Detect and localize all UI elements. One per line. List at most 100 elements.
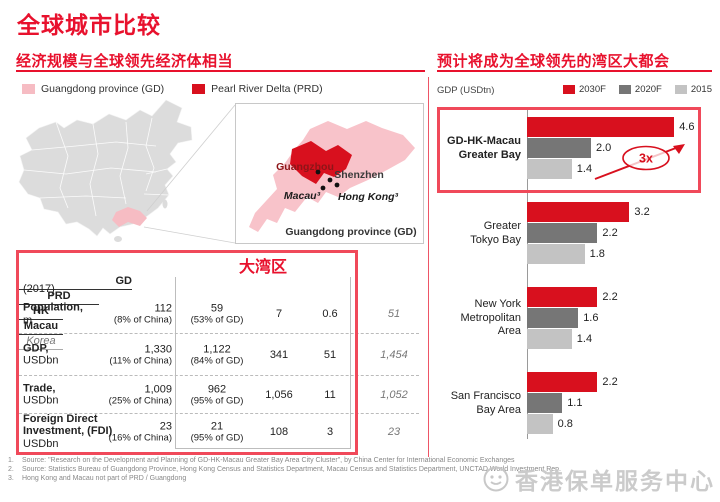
prd-swatch [192, 84, 206, 94]
footnotes: 1. Source: "Research on the Development a… [8, 456, 708, 483]
bar-2030F [527, 287, 598, 307]
chart-category-label: New York Metropolitan Area [460, 297, 521, 338]
bar-value: 2.0 [596, 142, 612, 154]
col-header-hk: HK [19, 305, 63, 320]
bar-row: 1.6 [527, 308, 618, 328]
bar-row: 2.2 [527, 372, 618, 392]
cell-korea: 1,454 [380, 348, 408, 361]
right-section-header: 预计将成为全球领先的湾区大都会 [437, 53, 670, 70]
gdp-bar-chart: GD-HK-Macau Greater Bay 4.6 2.0 1.4 3x Greate… [437, 105, 718, 453]
bar-value: 2.2 [602, 376, 618, 388]
bar-2020F [527, 308, 579, 328]
cell-prd: 962 (95% of GD) [190, 383, 244, 406]
chart-axis-line [527, 109, 528, 439]
table-row: Foreign Direct Investment, (FDI) USDbn 23(… [19, 412, 419, 450]
chart-legend-item: 2030F [562, 84, 606, 95]
table-row: Population, m 112 (8% of China) 59 (53% of GD… [19, 295, 419, 333]
bar-value: 2.2 [602, 227, 618, 239]
inset-connector-top [146, 104, 236, 212]
legend-label: 2030F [578, 84, 606, 95]
cell-macau: 3 [326, 425, 334, 438]
bar-2030F [527, 372, 598, 392]
bar-value: 3.2 [634, 206, 650, 218]
row-label: Foreign Direct Investment, (FDI) USDbn [23, 412, 113, 450]
bay-area-label: 大湾区 [175, 253, 351, 277]
chart-category-label: Greater Tokyo Bay [470, 219, 521, 246]
column-divider [428, 77, 429, 457]
cell-korea: 51 [387, 308, 401, 320]
left-header-rule [16, 70, 425, 72]
col-header-prd: PRD [19, 290, 99, 305]
china-map: Guangzhou Shenzhen Macau³ Hong Kong³ Gua… [18, 99, 424, 244]
cell-hk: 108 [269, 425, 289, 438]
hongkong-dot [334, 182, 340, 188]
legend-item-gd: Guangdong province (GD) [22, 83, 164, 95]
footnote-text: Hong Kong and Macau not part of PRD / Gu… [22, 475, 187, 483]
bar-value: 1.1 [567, 397, 583, 409]
bar-value: 4.6 [679, 121, 695, 133]
taiwan-island [162, 199, 168, 209]
bar-row: 1.4 [527, 329, 618, 349]
bar-2020F [527, 393, 563, 413]
chart-axis-label: GDP (USDtn) [437, 85, 495, 96]
legend-label: 2015 [690, 84, 712, 95]
table-row: GDP, USDbn 1,330 (11% of China) 1,122 (84% of… [19, 333, 419, 375]
table-row: Trade, USDbn 1,009 (25% of China) 962 (95% of… [19, 375, 419, 413]
footnote-text: Source: Statistics Bureau of Guangdong P… [22, 466, 561, 474]
bar-value: 1.4 [576, 163, 593, 175]
gd-swatch [22, 84, 35, 94]
legend-swatch [674, 85, 687, 94]
shenzhen-label: Shenzhen [334, 169, 384, 181]
bar-row: 2.2 [527, 223, 650, 243]
cell-macau: 0.6 [322, 308, 338, 320]
col-header-korea: Korea [19, 335, 63, 350]
col-header-macau: Macau [19, 320, 63, 335]
cell-macau: 11 [324, 388, 336, 401]
prd-inset-shape [290, 141, 352, 184]
cell-gd: 1,009 (25% of China) [108, 383, 172, 406]
annotation-text: 3x [639, 152, 653, 166]
chart-category-label: GD-HK-Macau Greater Bay [447, 134, 521, 161]
bar-2030F [527, 202, 630, 222]
bar-row: 2.0 [527, 138, 694, 158]
chart-legend: 2030F 2020F 2015 [480, 84, 712, 95]
bar-row: 3.2 [527, 202, 650, 222]
row-label: Trade, USDbn [23, 381, 59, 407]
watermark: 香港保单服务中心 [482, 462, 715, 496]
chart-group: New York Metropolitan Area 2.2 1.6 1.4 [437, 287, 718, 350]
hainan-island [114, 236, 122, 242]
chart-category-label: San Francisco Bay Area [450, 389, 521, 416]
shenzhen-dot [327, 177, 333, 183]
bar-row: 1.1 [527, 393, 618, 413]
map-legend: Guangdong province (GD) Pearl River Delt… [22, 83, 323, 95]
macau-dot [320, 185, 326, 191]
legend-label: Guangdong province (GD) [41, 83, 165, 95]
cell-hk: 341 [269, 348, 289, 361]
chart-groups: GD-HK-Macau Greater Bay 4.6 2.0 1.4 3x Greate… [437, 107, 718, 435]
hongkong-label: Hong Kong³ [338, 191, 399, 203]
table-header-row: (2017) GD PRD HK Macau Korea [19, 275, 419, 350]
bar-2015 [527, 159, 572, 179]
col-header-gd: GD [19, 275, 132, 290]
row-label: GDP, USDbn [23, 341, 59, 367]
cell-korea: 1,052 [380, 388, 408, 401]
chart-legend-item: 2015 [674, 84, 712, 95]
legend-swatch [618, 85, 631, 94]
cell-hk: 7 [275, 308, 283, 320]
bar-row: 1.8 [527, 244, 650, 264]
cell-korea: 23 [387, 425, 401, 438]
bar-value: 1.8 [589, 248, 605, 260]
chart-group: GD-HK-Macau Greater Bay 4.6 2.0 1.4 3x [437, 107, 718, 193]
guangzhou-label: Guangzhou [276, 161, 334, 173]
table-body: Population, m 112 (8% of China) 59 (53% of GD… [19, 295, 419, 450]
bar-2015 [527, 329, 572, 349]
legend-item-prd: Pearl River Delta (PRD) [192, 83, 323, 95]
chart-legend-item: 2020F [618, 84, 662, 95]
guangzhou-dot [315, 169, 321, 175]
page-title: 全球城市比较 [17, 12, 161, 38]
china-outline [18, 99, 193, 237]
bar-value: 2.2 [602, 291, 618, 303]
guangdong-on-china-map [112, 207, 147, 227]
bar-2020F [527, 138, 591, 158]
